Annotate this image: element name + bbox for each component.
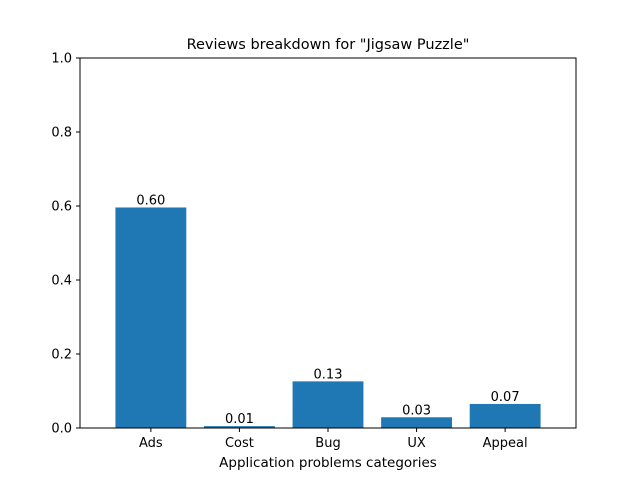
bar-cost [204,426,275,428]
x-axis: Ads Cost Bug UX Appeal [139,428,528,451]
x-tick-label-ads: Ads [139,436,163,451]
x-axis-label: Application problems categories [219,455,437,471]
y-tick-label-4: 0.8 [51,126,72,141]
data-label-bug: 0.13 [314,367,343,382]
y-tick-label-0: 0.0 [51,422,72,437]
y-tick-label-5: 1.0 [51,52,72,67]
data-label-ads: 0.60 [136,193,165,208]
data-label-ux: 0.03 [402,403,431,418]
y-tick-label-2: 0.4 [51,274,72,289]
data-label-group: 0.60 0.01 0.13 0.03 0.07 [136,193,519,427]
y-axis: 0.0 0.2 0.4 0.6 0.8 1.0 [51,52,80,437]
chart-title: Reviews breakdown for "Jigsaw Puzzle" [187,37,470,53]
bar-appeal [469,403,541,428]
data-label-cost: 0.01 [225,412,254,427]
y-tick-label-1: 0.2 [51,348,72,363]
x-tick-label-bug: Bug [315,436,340,451]
x-tick-label-cost: Cost [225,436,254,451]
x-tick-label-ux: UX [407,436,426,451]
x-tick-label-appeal: Appeal [483,436,528,451]
data-label-appeal: 0.07 [491,390,520,405]
y-tick-label-3: 0.6 [51,200,72,215]
bar-ads [115,207,187,428]
bar-bug [292,381,364,428]
bar-ux [381,417,452,428]
bar-group [115,207,541,428]
